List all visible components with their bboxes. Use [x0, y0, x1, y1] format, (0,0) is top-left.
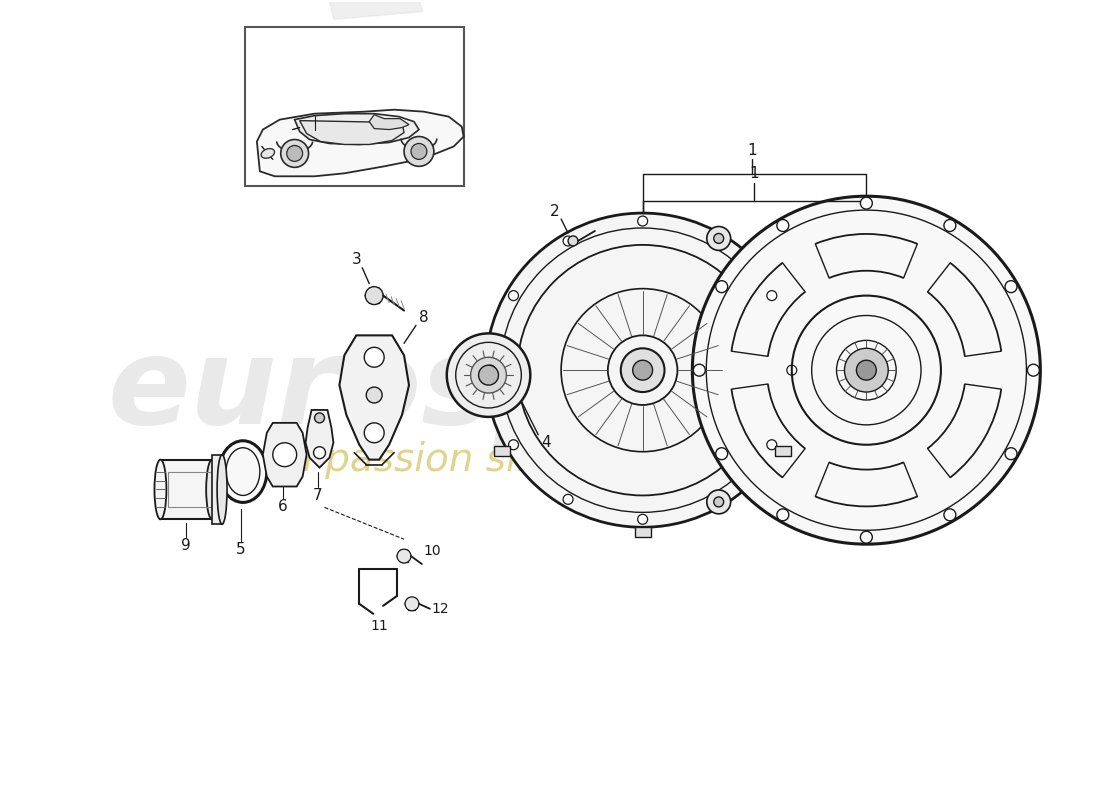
- Circle shape: [314, 446, 326, 458]
- Circle shape: [860, 197, 872, 209]
- Circle shape: [1005, 448, 1018, 460]
- Text: 3: 3: [351, 252, 361, 267]
- Circle shape: [404, 137, 433, 166]
- Polygon shape: [212, 454, 222, 524]
- Circle shape: [620, 348, 664, 392]
- Circle shape: [315, 413, 324, 423]
- Text: 2: 2: [550, 203, 560, 218]
- Text: 4: 4: [541, 435, 551, 450]
- Circle shape: [280, 139, 309, 167]
- Circle shape: [478, 358, 503, 382]
- Circle shape: [712, 494, 723, 504]
- Circle shape: [777, 219, 789, 231]
- Polygon shape: [161, 460, 212, 519]
- Circle shape: [714, 234, 724, 243]
- Circle shape: [1027, 364, 1040, 376]
- Polygon shape: [776, 446, 791, 456]
- Polygon shape: [263, 423, 307, 486]
- Polygon shape: [635, 527, 650, 538]
- Circle shape: [716, 281, 728, 293]
- Circle shape: [786, 366, 796, 375]
- Circle shape: [714, 497, 724, 507]
- Text: 12: 12: [431, 602, 449, 616]
- Text: 1: 1: [747, 143, 757, 158]
- Circle shape: [508, 440, 518, 450]
- Polygon shape: [306, 410, 333, 468]
- Circle shape: [364, 423, 384, 442]
- Circle shape: [767, 290, 777, 301]
- Polygon shape: [295, 114, 419, 145]
- Circle shape: [707, 226, 730, 250]
- Circle shape: [471, 358, 506, 393]
- Circle shape: [707, 490, 730, 514]
- Ellipse shape: [154, 460, 166, 519]
- Circle shape: [1005, 281, 1018, 293]
- Circle shape: [478, 366, 498, 385]
- Text: 9: 9: [182, 538, 191, 553]
- Text: eurospares: eurospares: [107, 331, 880, 449]
- Circle shape: [692, 196, 1041, 544]
- Text: a passion since 1985: a passion since 1985: [289, 441, 698, 478]
- Circle shape: [563, 236, 573, 246]
- Circle shape: [411, 143, 427, 159]
- Polygon shape: [257, 110, 464, 176]
- Circle shape: [447, 334, 530, 417]
- Text: 11: 11: [371, 618, 388, 633]
- Text: 7: 7: [312, 488, 322, 503]
- Polygon shape: [494, 446, 510, 456]
- Ellipse shape: [227, 448, 260, 495]
- Polygon shape: [324, 0, 992, 19]
- Circle shape: [563, 494, 573, 504]
- Circle shape: [860, 531, 872, 543]
- Text: 6: 6: [278, 499, 287, 514]
- Circle shape: [508, 290, 518, 301]
- Polygon shape: [370, 114, 409, 130]
- Circle shape: [405, 597, 419, 610]
- Circle shape: [485, 366, 495, 375]
- Circle shape: [366, 387, 382, 403]
- Circle shape: [364, 347, 384, 367]
- Circle shape: [767, 440, 777, 450]
- Circle shape: [273, 442, 297, 466]
- Text: 10: 10: [424, 544, 441, 558]
- Circle shape: [845, 348, 888, 392]
- Circle shape: [857, 360, 877, 380]
- Ellipse shape: [217, 454, 227, 524]
- Circle shape: [638, 216, 648, 226]
- Circle shape: [488, 366, 498, 375]
- Circle shape: [568, 236, 578, 246]
- Circle shape: [693, 364, 705, 376]
- Circle shape: [638, 514, 648, 524]
- Circle shape: [365, 286, 383, 305]
- Circle shape: [397, 549, 411, 563]
- Ellipse shape: [206, 460, 218, 519]
- Circle shape: [716, 448, 728, 460]
- Polygon shape: [299, 121, 404, 145]
- Text: 8: 8: [419, 310, 429, 325]
- Circle shape: [777, 509, 789, 521]
- Circle shape: [485, 213, 800, 527]
- Polygon shape: [340, 335, 409, 460]
- Text: 5: 5: [236, 542, 245, 557]
- Circle shape: [287, 146, 303, 162]
- Circle shape: [712, 236, 723, 246]
- Text: 1: 1: [750, 166, 759, 181]
- Ellipse shape: [261, 149, 275, 158]
- Bar: [245, 27, 464, 186]
- Circle shape: [944, 509, 956, 521]
- Circle shape: [944, 219, 956, 231]
- Circle shape: [632, 360, 652, 380]
